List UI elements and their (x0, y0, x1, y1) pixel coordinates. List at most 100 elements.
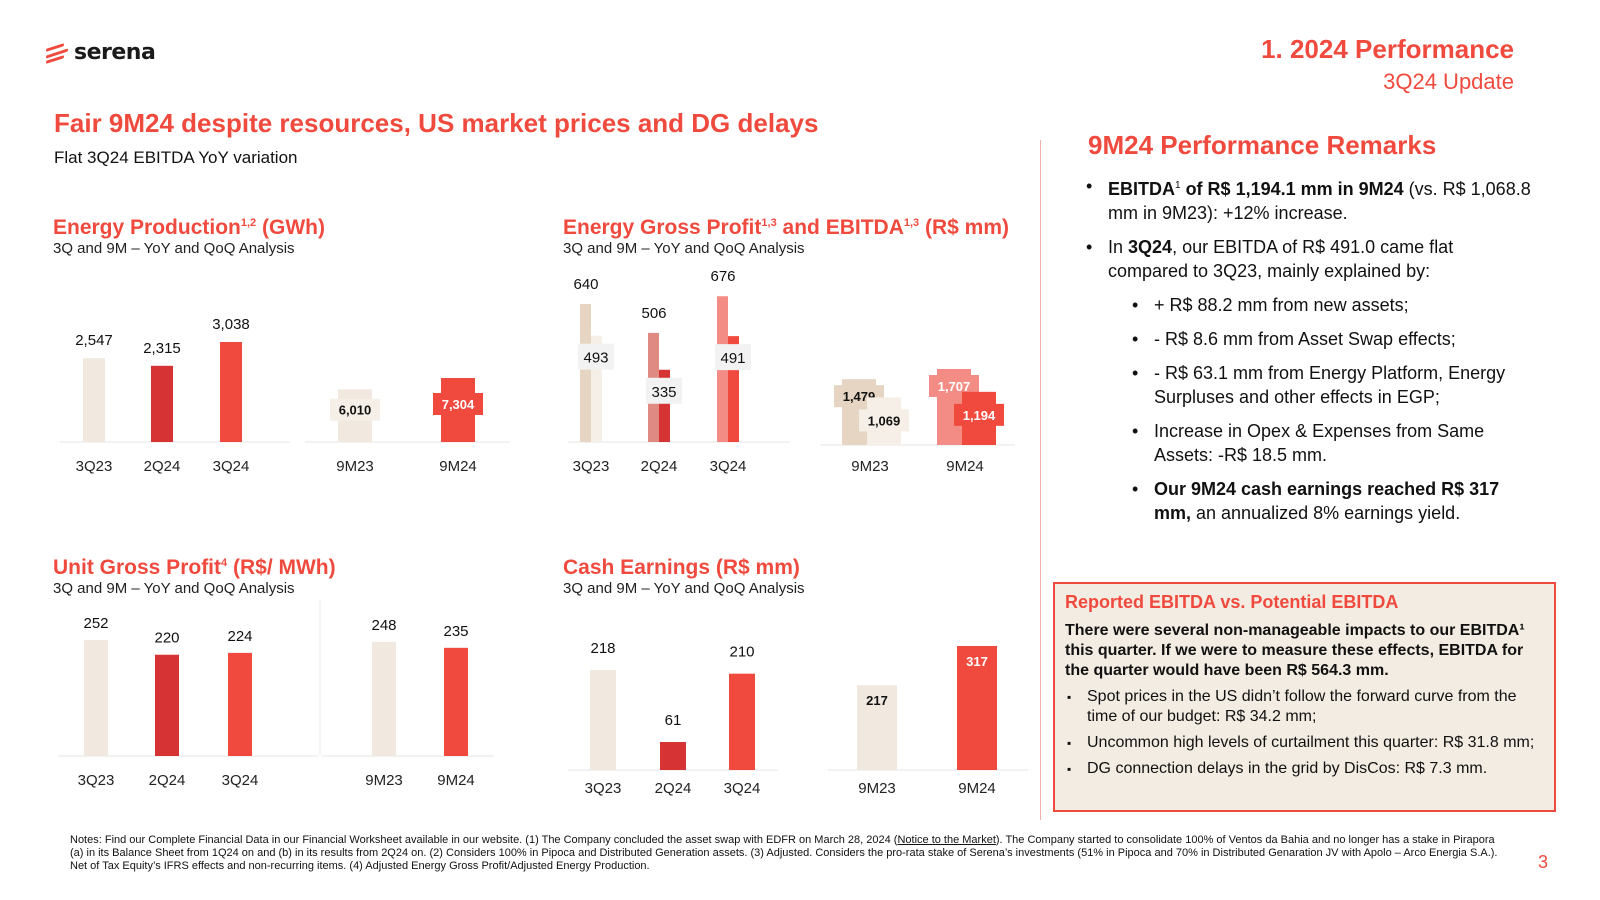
tick-label: 9M23 (336, 458, 374, 475)
logo-text: serena (74, 40, 156, 65)
data-label: 493 (583, 350, 608, 367)
cash-chart-subtitle: 3Q and 9M – YoY and QoQ Analysis (563, 580, 805, 597)
footnotes: Notes: Find our Complete Financial Data … (70, 834, 1498, 872)
box-intro: There were several non-manageable impact… (1065, 622, 1525, 679)
data-label-bg (715, 344, 751, 371)
tick-label: 9M23 (851, 458, 889, 475)
data-label-bg (929, 375, 979, 397)
data-label: 210 (729, 644, 754, 661)
remark-ebitda: EBITDA1 of R$ 1,194.1 mm in 9M24 (vs. R$… (1086, 174, 1536, 225)
tick-label: 9M24 (439, 458, 477, 475)
section-title-main: 1. 2024 Performance (1261, 34, 1514, 64)
vertical-divider (1040, 140, 1041, 820)
bar-3Q24 (729, 673, 755, 770)
section-subtitle: 3Q24 Update (1383, 69, 1514, 94)
tick-label: 9M24 (958, 780, 996, 797)
page-subheadline: Flat 3Q24 EBITDA YoY variation (54, 148, 298, 167)
bar-2Q24 (660, 742, 686, 770)
bar-3Q23 (83, 358, 105, 442)
bar-3Q23 (590, 670, 616, 770)
data-label-bg (578, 343, 614, 370)
remark-sub-asset-swap: - R$ 8.6 mm from Asset Swap effects; (1086, 327, 1536, 351)
tick-label: 9M23 (365, 772, 403, 789)
box-item: DG connection delays in the grid by DisC… (1065, 759, 1544, 779)
bar-gross-profit-3Q23 (580, 304, 591, 442)
data-label: 6,010 (339, 403, 372, 418)
tick-label: 3Q24 (222, 772, 259, 789)
remark-sub-cash-earnings: Our 9M24 cash earnings reached R$ 317 mm… (1086, 477, 1536, 525)
bar-3Q23 (84, 640, 108, 756)
tick-label: 9M24 (946, 458, 984, 475)
data-label: 3,038 (212, 316, 250, 333)
tick-label: 3Q23 (78, 772, 115, 789)
section-title: 1. 2024 Performance 3Q24 Update (1261, 34, 1514, 95)
data-label-bg (954, 403, 1004, 426)
bar-2Q24 (155, 654, 179, 756)
data-label: 2,547 (75, 332, 113, 349)
remark-sub-new-assets: + R$ 88.2 mm from new assets; (1086, 293, 1536, 317)
data-label-bg (859, 409, 909, 432)
tick-label: 3Q23 (585, 780, 622, 797)
data-label: 224 (227, 628, 252, 645)
data-label: 61 (665, 712, 682, 729)
tick-label: 9M24 (437, 772, 475, 789)
data-label-bg (330, 398, 380, 421)
energy-chart-title: Energy Production1,2 (GWh) (53, 216, 325, 239)
bar-3Q24 (228, 652, 252, 756)
unit-chart-title: Unit Gross Profit4 (R$/ MWh) (53, 556, 336, 579)
tick-label: 2Q24 (641, 458, 678, 475)
data-label: 220 (154, 630, 179, 647)
remark-sub-energy-platform: - R$ 63.1 mm from Energy Platform, Energ… (1086, 361, 1536, 409)
data-label: 491 (720, 350, 745, 367)
data-label-bg (646, 377, 682, 404)
data-label: 7,304 (442, 397, 475, 412)
box-title: Reported EBITDA vs. Potential EBITDA (1065, 592, 1399, 612)
bar-9M23 (372, 641, 396, 756)
tick-label: 3Q23 (573, 458, 610, 475)
data-label: 1,069 (868, 413, 901, 428)
bar-9M23 (857, 685, 897, 770)
energy-chart-header: Energy Production1,2 (GWh) 3Q and 9M – Y… (53, 216, 325, 257)
unit-chart-header: Unit Gross Profit4 (R$/ MWh) 3Q and 9M –… (53, 556, 336, 597)
data-label: 317 (966, 654, 988, 669)
data-label: 218 (590, 640, 615, 657)
tick-label: 9M23 (858, 780, 896, 797)
data-label: 506 (641, 305, 666, 322)
page-number: 3 (1537, 852, 1548, 872)
remark-3q24: In 3Q24, our EBITDA of R$ 491.0 came fla… (1086, 235, 1536, 283)
bar-ebitda-2Q24 (659, 369, 670, 442)
cash-chart-header: Cash Earnings (R$ mm) 3Q and 9M – YoY an… (563, 556, 805, 597)
tick-label: 2Q24 (149, 772, 186, 789)
remarks-list: EBITDA1 of R$ 1,194.1 mm in 9M24 (vs. R$… (1086, 174, 1536, 535)
charts-canvas: 2,547 3Q23 2,315 2Q24 3,038 3Q24 6,010 9M23 7,30… (58, 268, 1028, 797)
gross-chart-header: Energy Gross Profit1,3 and EBITDA1,3 (R$… (563, 216, 1009, 257)
gross-chart-subtitle: 3Q and 9M – YoY and QoQ Analysis (563, 240, 805, 257)
data-label: 217 (866, 693, 888, 708)
data-label: 676 (710, 268, 735, 285)
data-label-bg (433, 393, 483, 415)
serena-logo: serena (46, 40, 156, 65)
bar-2Q24 (151, 365, 173, 442)
potential-ebitda-box: Reported EBITDA vs. Potential EBITDA The… (1053, 582, 1556, 812)
bar-ebitda-3Q23 (591, 335, 602, 442)
bar-9M24 (444, 647, 468, 756)
remark-sub-opex: Increase in Opex & Expenses from Same As… (1086, 419, 1536, 467)
data-label: 1,707 (938, 379, 971, 394)
data-label: 248 (371, 617, 396, 634)
tick-label: 3Q24 (213, 458, 250, 475)
remarks-title: 9M24 Performance Remarks (1088, 130, 1437, 160)
notice-to-market-link[interactable]: Notice to the Market (897, 834, 996, 846)
bar-3Q24 (220, 342, 242, 442)
unit-chart-subtitle: 3Q and 9M – YoY and QoQ Analysis (53, 580, 295, 597)
tick-label: 2Q24 (144, 458, 181, 475)
tick-label: 3Q24 (710, 458, 747, 475)
tick-label: 2Q24 (655, 780, 692, 797)
bar-ebitda-3Q24 (728, 336, 739, 442)
tick-label: 3Q23 (76, 458, 113, 475)
energy-chart-subtitle: 3Q and 9M – YoY and QoQ Analysis (53, 240, 295, 257)
data-label: 235 (443, 623, 468, 640)
box-item: Uncommon high levels of curtailment this… (1065, 733, 1544, 753)
box-item: Spot prices in the US didn’t follow the … (1065, 687, 1544, 727)
gross-chart-title: Energy Gross Profit1,3 and EBITDA1,3 (R$… (563, 216, 1010, 239)
page-headline: Fair 9M24 despite resources, US market p… (54, 108, 819, 138)
